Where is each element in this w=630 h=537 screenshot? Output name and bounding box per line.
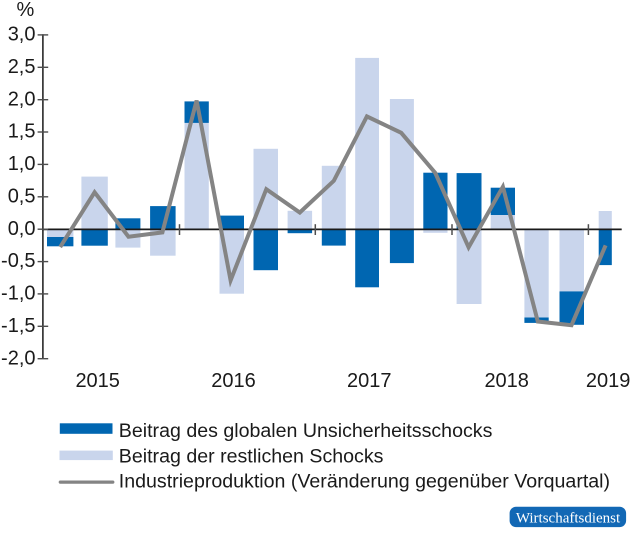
- svg-text:2,5: 2,5: [8, 56, 36, 78]
- svg-text:2018: 2018: [484, 370, 529, 392]
- svg-text:1,0: 1,0: [8, 153, 36, 175]
- svg-text:2017: 2017: [347, 370, 392, 392]
- svg-text:-0,5: -0,5: [1, 250, 35, 272]
- svg-text:-2,0: -2,0: [1, 347, 35, 369]
- svg-text:Beitrag des globalen Unsicherh: Beitrag des globalen Unsicherheitsschock…: [119, 420, 493, 442]
- svg-text:%: %: [17, 0, 35, 21]
- svg-text:2019: 2019: [586, 370, 630, 392]
- svg-text:2016: 2016: [211, 370, 256, 392]
- svg-text:-1,0: -1,0: [1, 283, 35, 305]
- svg-text:Beitrag der restlichen Schocks: Beitrag der restlichen Schocks: [119, 445, 384, 467]
- svg-text:0,0: 0,0: [8, 218, 36, 240]
- svg-text:2,0: 2,0: [8, 88, 36, 110]
- svg-text:Industrieproduktion (Veränderu: Industrieproduktion (Veränderung gegenüb…: [119, 471, 610, 493]
- svg-text:1,5: 1,5: [8, 121, 36, 143]
- svg-text:3,0: 3,0: [8, 24, 36, 46]
- svg-text:Wirtschaftsdienst: Wirtschaftsdienst: [516, 510, 621, 526]
- svg-text:0,5: 0,5: [8, 185, 36, 207]
- svg-text:-1,5: -1,5: [1, 315, 35, 337]
- svg-text:2015: 2015: [75, 370, 120, 392]
